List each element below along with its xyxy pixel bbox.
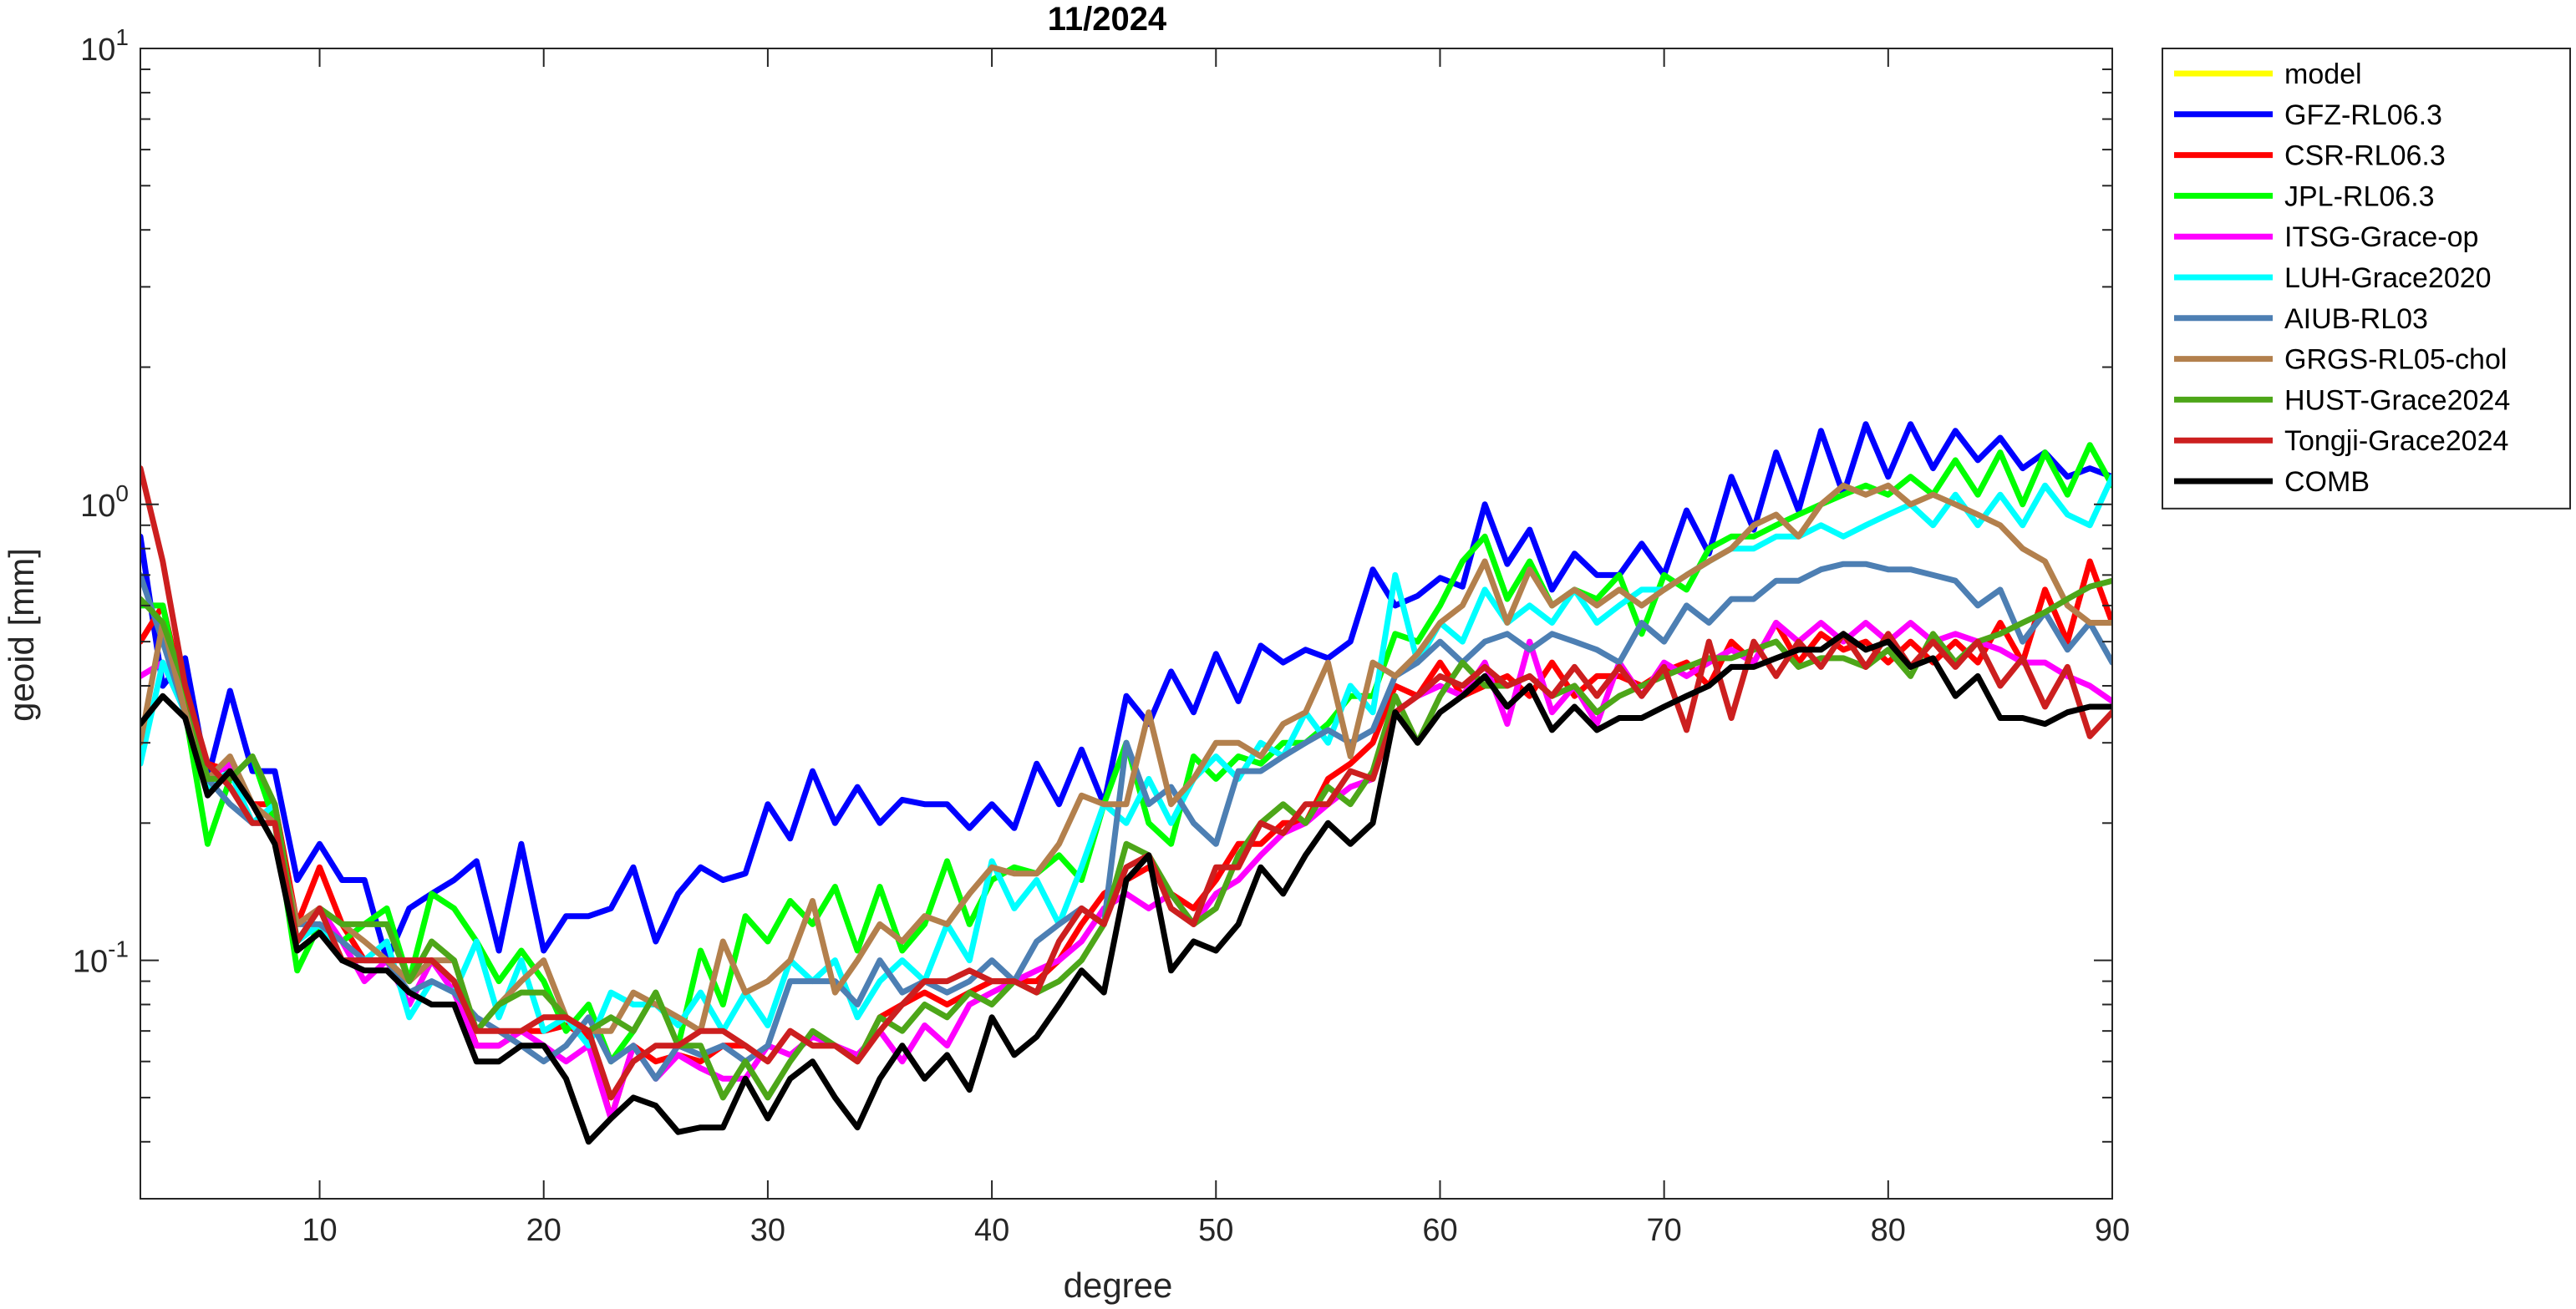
y-tick-label: 101 [80,24,129,68]
chart-title: 11/2024 [1048,1,1167,38]
legend-entry-label: GRGS-RL05-chol [2284,344,2507,376]
legend: model GFZ-RL06.3 CSR-RL06.3 JPL-RL06.3 ITSG-… [2162,48,2571,510]
legend-entry-label: JPL-RL06.3 [2284,180,2435,212]
x-tick-label: 90 [2095,1213,2130,1248]
x-tick-label: 70 [1646,1213,1681,1248]
y-axis-label: geoid [mm] [2,548,41,722]
x-tick-label: 50 [1198,1213,1233,1248]
axis-ticks: 10 20 30 40 50 60 70 80 90 10-1 100 101 [73,24,2130,1248]
x-tick-label: 80 [1871,1213,1906,1248]
x-axis-label: degree [1064,1266,1173,1305]
series-line-luh-grace2020 [140,474,2112,1049]
plot-area [140,48,2113,1200]
legend-entry-label: ITSG-Grace-op [2284,221,2478,253]
x-tick-label: 60 [1422,1213,1457,1248]
legend-entry-label: GFZ-RL06.3 [2284,99,2442,131]
legend-entry-label: COMB [2284,466,2370,498]
x-tick-label: 20 [526,1213,561,1248]
series-line-tongji-grace2024 [140,465,2112,1101]
series-line-gfz-rl06-3 [140,421,2112,964]
y-tick-label: 10-1 [73,936,129,980]
y-tick-label: 100 [80,480,129,524]
series-line-comb [140,631,2112,1145]
x-tick-label: 40 [974,1213,1009,1248]
legend-entry-label: AIUB-RL03 [2284,303,2428,335]
x-tick-label: 10 [302,1213,337,1248]
legend-entry-label: CSR-RL06.3 [2284,140,2446,172]
legend-entry-label: HUST-Grace2024 [2284,384,2510,416]
legend-entry-label: model [2284,58,2362,90]
legend-entry-label: LUH-Grace2020 [2284,262,2492,294]
x-tick-label: 30 [750,1213,785,1248]
legend-entry-label: Tongji-Grace2024 [2284,425,2508,457]
